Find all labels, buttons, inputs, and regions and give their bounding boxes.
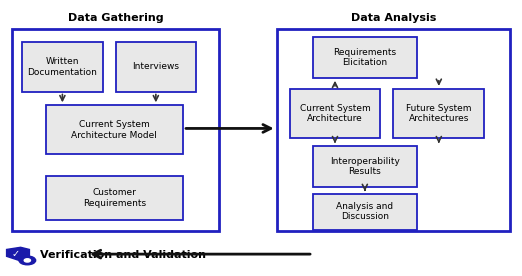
Text: Analysis and
Discussion: Analysis and Discussion — [336, 202, 394, 221]
FancyBboxPatch shape — [290, 89, 381, 138]
FancyBboxPatch shape — [45, 105, 183, 154]
FancyBboxPatch shape — [313, 194, 417, 230]
FancyBboxPatch shape — [45, 176, 183, 220]
Text: Interviews: Interviews — [133, 62, 180, 71]
FancyBboxPatch shape — [115, 43, 196, 92]
Text: Data Gathering: Data Gathering — [68, 13, 163, 23]
FancyBboxPatch shape — [313, 146, 417, 187]
Polygon shape — [7, 247, 29, 261]
Text: Current System
Architecture Model: Current System Architecture Model — [72, 120, 157, 139]
Text: Written
Documentation: Written Documentation — [28, 57, 97, 77]
FancyBboxPatch shape — [394, 89, 484, 138]
Text: Current System
Architecture: Current System Architecture — [300, 104, 371, 123]
Text: ✓: ✓ — [11, 249, 19, 259]
Circle shape — [19, 256, 35, 265]
Text: Requirements
Elicitation: Requirements Elicitation — [333, 48, 396, 67]
Text: Verification and Validation: Verification and Validation — [40, 250, 206, 260]
Text: Future System
Architectures: Future System Architectures — [406, 104, 471, 123]
Text: Customer
Requirements: Customer Requirements — [83, 189, 146, 208]
FancyBboxPatch shape — [22, 43, 103, 92]
Text: Interoperability
Results: Interoperability Results — [330, 157, 400, 176]
Circle shape — [24, 259, 30, 262]
Text: Data Analysis: Data Analysis — [351, 13, 436, 23]
FancyBboxPatch shape — [313, 37, 417, 78]
